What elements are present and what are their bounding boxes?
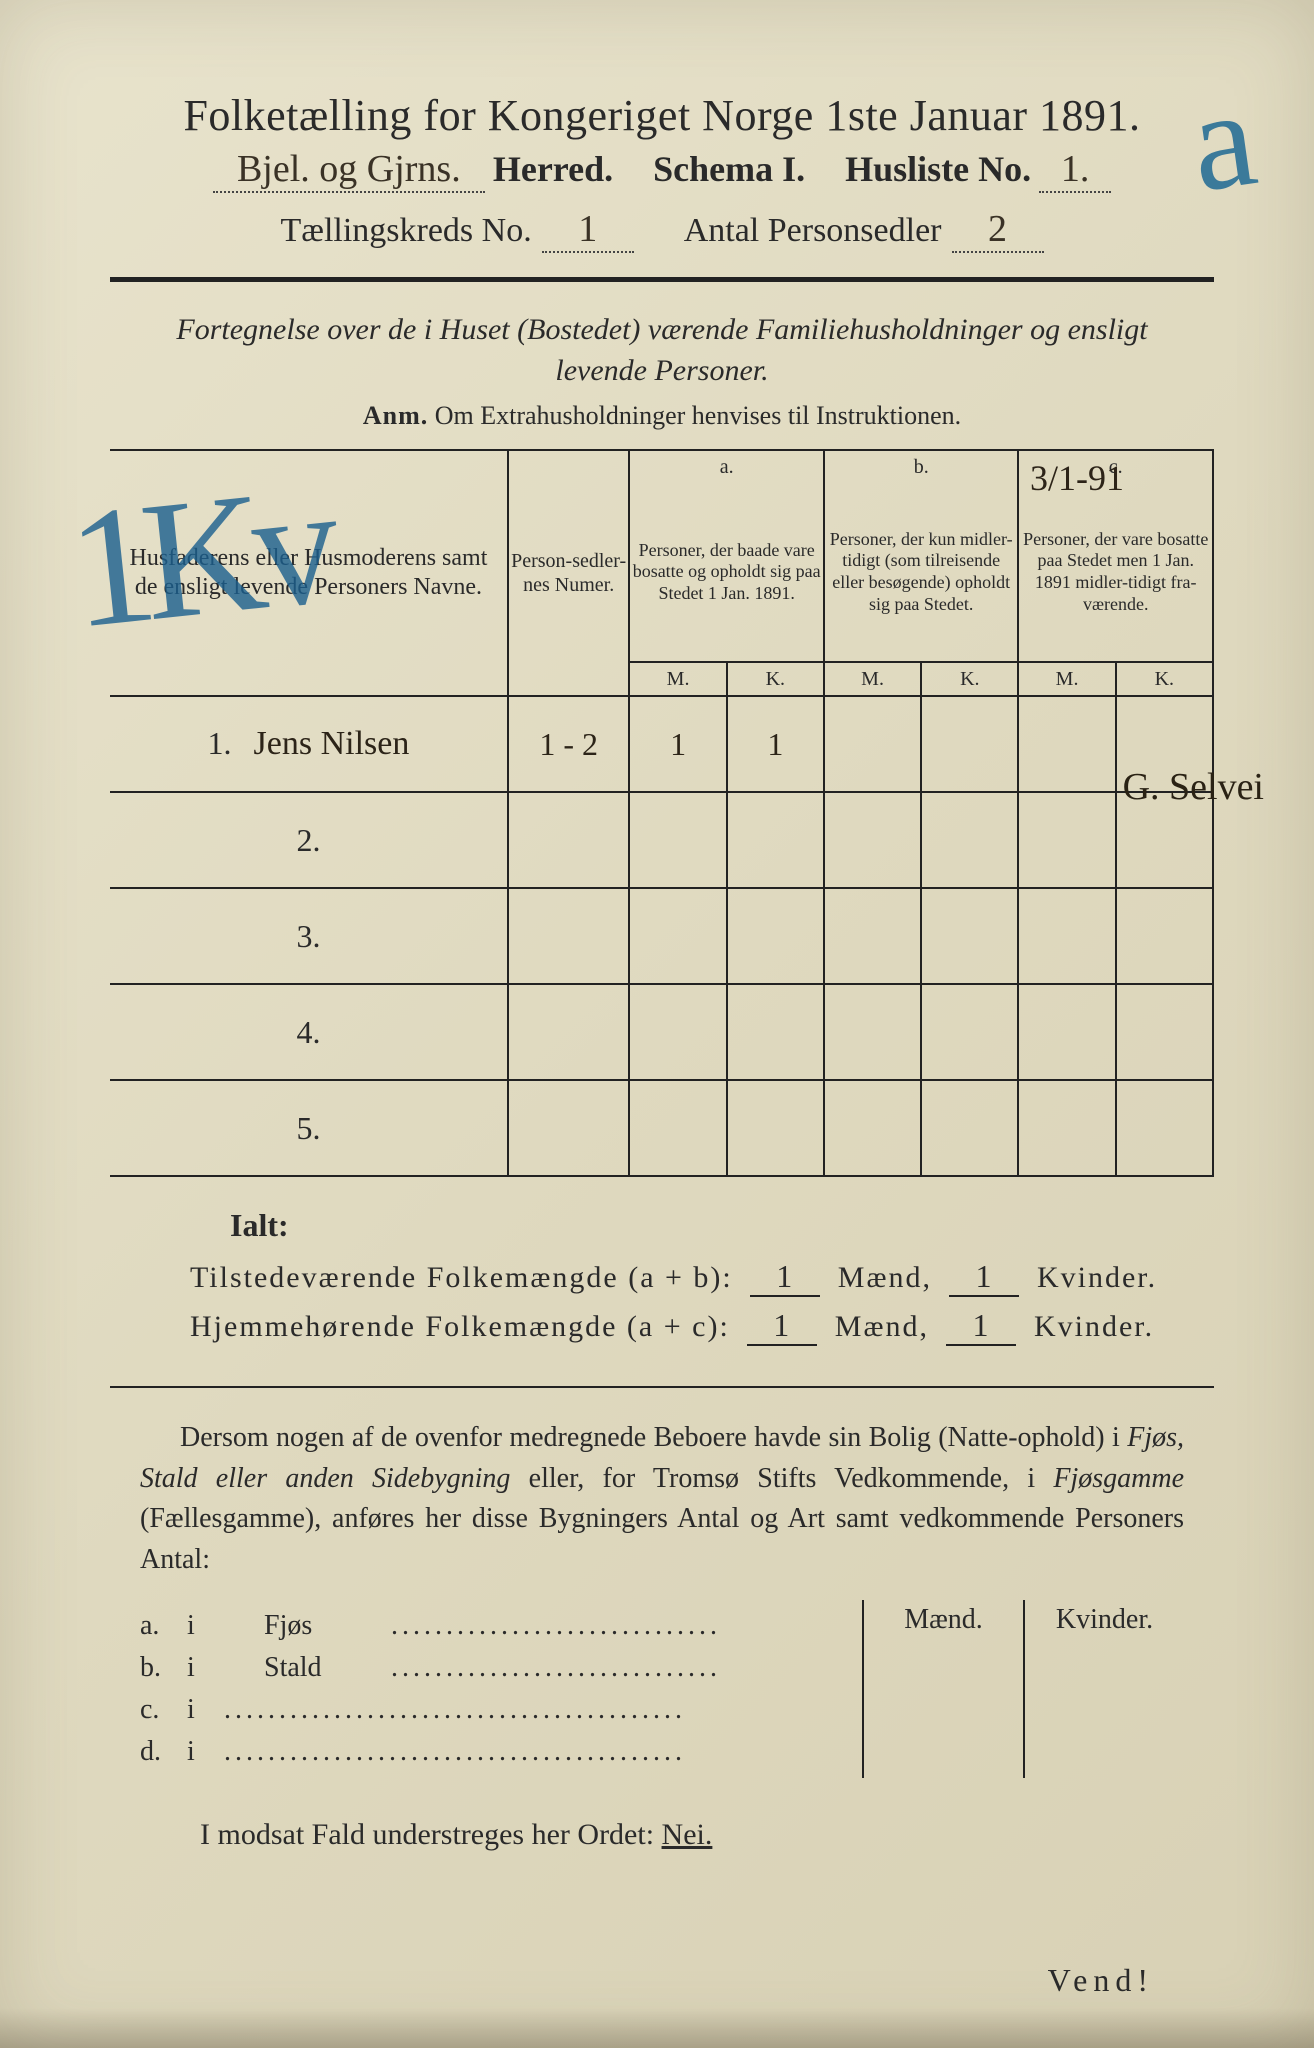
th-c-k: K. [1116,662,1213,696]
table-row: 4. [110,984,1213,1080]
kreds-label: Tællingskreds No. [281,212,532,250]
side-row: c. i ...................................… [140,1694,862,1726]
table-row: 1. Jens Nilsen 1 - 2 1 1 [110,696,1213,792]
dots: .............................. [391,1652,721,1683]
row-num: 1. [208,725,232,761]
th-num: Person-sedler-nes Numer. [508,450,630,696]
kreds-value: 1 [542,207,634,253]
husliste-value: 1. [1039,147,1111,193]
nei-pre: I modsat Fald understreges her Ordet: [200,1818,662,1851]
anm-bold: Anm. [363,401,428,430]
side-row: a. i Fjøs .............................. [140,1610,862,1642]
antal-value: 2 [952,207,1044,253]
sum1-label: Tilstedeværende Folkemængde (a + b): [190,1261,733,1294]
row-c-m [1018,696,1115,792]
table-row: 5. [110,1080,1213,1176]
row-name: Jens Nilsen [254,725,410,762]
th-c-m: M. [1018,662,1115,696]
heavy-rule-1 [110,277,1214,282]
sum2-k-label: Kvinder. [1034,1310,1154,1343]
dots: ........................................… [224,1694,686,1725]
annotation-date: 3/1-91 [1030,457,1124,499]
sum-line-1: Tilstedeværende Folkemængde (a + b): 1 M… [190,1258,1214,1297]
sum2-m-val: 1 [747,1307,817,1346]
schema-label: Schema I. [653,148,805,190]
para-p3: (Fællesgamme), anføres her disse Bygning… [140,1503,1184,1575]
anm-text: Om Extrahusholdninger henvises til Instr… [435,401,961,430]
anmerkning: Anm. Om Extrahusholdninger henvises til … [110,401,1214,431]
side-key: a. [140,1610,180,1642]
th-a-m: M. [629,662,726,696]
th-a: Personer, der baade vare bosatte og opho… [629,483,824,662]
dots: ........................................… [224,1736,686,1767]
table-row: 3. [110,888,1213,984]
sum1-k-val: 1 [949,1258,1019,1297]
row-personnum [508,792,630,888]
header-line-3: Tællingskreds No. 1 Antal Personsedler 2… [110,207,1214,253]
side-label: Stald [264,1652,384,1684]
herred-value: Bjel. og Gjrns. [213,147,485,193]
sum2-label: Hjemmehørende Folkemængde (a + c): [190,1310,730,1343]
side-col-kvinder: Kvinder. [1025,1600,1184,1778]
th-b-top: b. [824,450,1019,483]
dots: .............................. [391,1610,721,1641]
herred-label: Herred. [493,148,613,190]
th-name: Husfaderens eller Husmoderens samt de en… [110,450,508,696]
side-i: i [187,1694,217,1726]
side-row: b. i Stald .............................… [140,1652,862,1684]
th-a-top: a. [629,450,824,483]
row-num: 2. [110,792,508,888]
fortegnelse-text: Fortegnelse over de i Huset (Bostedet) v… [150,310,1174,391]
paragraph: Dersom nogen af de ovenfor medregnede Be… [140,1418,1184,1580]
row-a-k: 1 [727,696,824,792]
side-left: a. i Fjøs ..............................… [140,1600,862,1778]
row-personnum: 1 - 2 [508,696,630,792]
nei-word: Nei. [662,1818,713,1851]
th-c: Personer, der vare bosatte paa Stedet me… [1018,483,1213,662]
header-line-2: Bjel. og Gjrns. Herred. Schema I. Huslis… [110,147,1214,193]
para-p2: eller, for Tromsø Stifts Vedkommende, i [510,1463,1053,1494]
main-table: Husfaderens eller Husmoderens samt de en… [110,449,1214,1177]
sum-line-2: Hjemmehørende Folkemængde (a + c): 1 Mæn… [190,1307,1214,1346]
sum1-m-val: 1 [750,1258,820,1297]
antal-label: Antal Personsedler [684,212,942,250]
row-a-m: 1 [629,696,726,792]
row-num: 5. [110,1080,508,1176]
side-col-maend: Mænd. [864,1600,1025,1778]
vend-label: Vend! [110,1962,1154,1999]
side-key: d. [140,1736,180,1768]
side-right: Mænd. Kvinder. [862,1600,1184,1778]
thin-rule [110,1386,1214,1388]
row-num: 4. [110,984,508,1080]
side-i: i [187,1610,217,1642]
side-key: b. [140,1652,180,1684]
side-row: d. i ...................................… [140,1736,862,1768]
sum2-m-label: Mænd, [835,1310,929,1343]
row-b-k [921,696,1018,792]
th-a-k: K. [727,662,824,696]
side-i: i [187,1652,217,1684]
nei-line: I modsat Fald understreges her Ordet: Ne… [200,1818,1214,1852]
side-i: i [187,1736,217,1768]
th-b-m: M. [824,662,921,696]
th-b: Personer, der kun midler-tidigt (som til… [824,483,1019,662]
th-b-k: K. [921,662,1018,696]
sum1-k-label: Kvinder. [1037,1261,1157,1294]
row-num: 3. [110,888,508,984]
census-form-page: a 1Kv G. Selvei Folketælling for Kongeri… [0,0,1314,2048]
side-label: Fjøs [264,1610,384,1642]
side-key: c. [140,1694,180,1726]
sum2-k-val: 1 [946,1307,1016,1346]
annotation-selveier: G. Selvei [1123,765,1264,809]
side-table: a. i Fjøs ..............................… [140,1600,1184,1778]
table-row: 2. [110,792,1213,888]
row-b-m [824,696,921,792]
sum1-m-label: Mænd, [838,1261,932,1294]
para-i2: Fjøsgamme [1053,1463,1184,1494]
page-title: Folketælling for Kongeriget Norge 1ste J… [110,90,1214,141]
para-p1: Dersom nogen af de ovenfor medregnede Be… [180,1422,1127,1453]
husliste-label: Husliste No. [845,148,1031,190]
ialt-label: Ialt: [230,1207,1214,1244]
